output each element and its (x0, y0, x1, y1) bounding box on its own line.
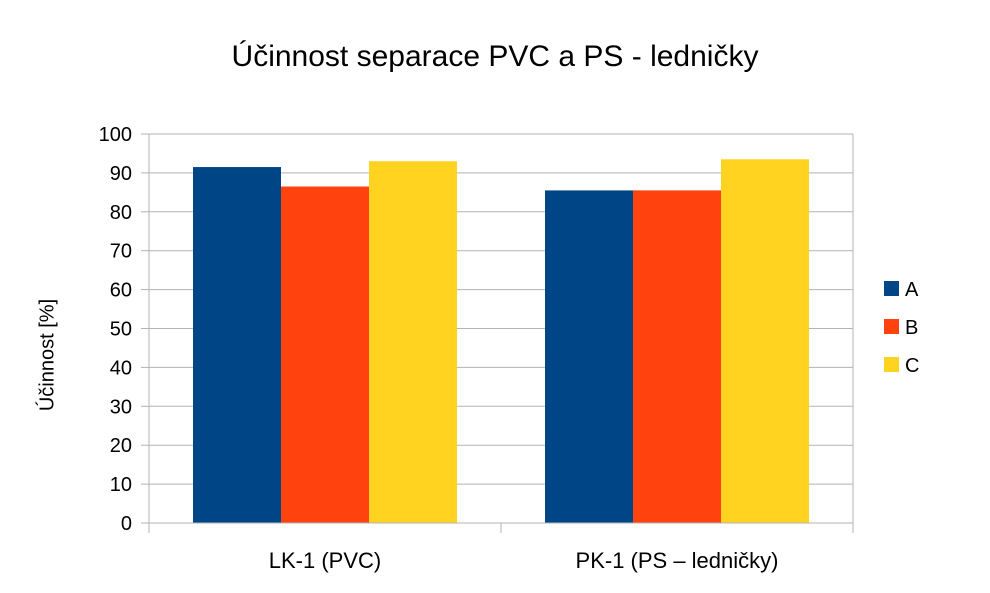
y-tick-label-70: 70 (110, 241, 132, 263)
y-tick-label-90: 90 (110, 163, 132, 185)
bars (193, 159, 809, 524)
bar-B-1 (281, 186, 369, 523)
bar-A-2 (545, 190, 633, 523)
bar-B-2 (633, 190, 721, 523)
legend-swatch-C (884, 357, 899, 372)
legend-label-B: B (905, 317, 918, 339)
legend: ABC (884, 279, 919, 377)
x-category-label-2: PK-1 (PS – ledničky) (576, 548, 779, 573)
bar-C-1 (369, 161, 457, 524)
chart-title: Účinnost separace PVC a PS - ledničky (231, 40, 759, 73)
bar-A-1 (193, 167, 281, 523)
y-tick-label-80: 80 (110, 202, 132, 224)
y-tick-label-20: 20 (110, 435, 132, 457)
x-category-labels: LK-1 (PVC) PK-1 (PS – ledničky) (269, 548, 779, 573)
y-tick-labels: 0 10 20 30 40 50 60 70 80 90 100 (99, 124, 132, 535)
y-tick-label-50: 50 (110, 319, 132, 341)
legend-swatch-A (884, 281, 899, 296)
x-category-label-1: LK-1 (PVC) (269, 548, 381, 573)
y-tick-label-100: 100 (99, 124, 132, 146)
y-tick-label-30: 30 (110, 396, 132, 418)
legend-label-C: C (905, 355, 919, 377)
y-tick-label-60: 60 (110, 280, 132, 302)
y-tick-label-10: 10 (110, 474, 132, 496)
y-tick-label-0: 0 (121, 513, 132, 535)
legend-label-A: A (905, 279, 919, 301)
axes (141, 133, 854, 533)
y-tick-label-40: 40 (110, 357, 132, 379)
legend-swatch-B (884, 319, 899, 334)
bar-C-2 (721, 159, 809, 523)
